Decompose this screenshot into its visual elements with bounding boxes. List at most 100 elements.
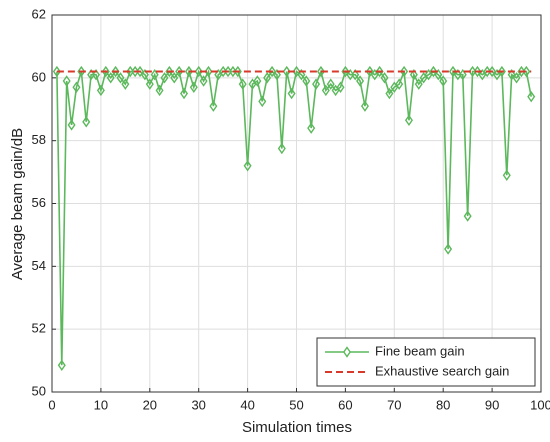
x-tick-label: 80 [436,397,450,412]
y-tick-label: 58 [32,132,46,147]
marker [297,68,306,81]
marker [282,65,291,78]
marker [116,72,125,84]
marker [522,65,531,78]
marker [429,65,438,78]
marker [96,84,105,97]
x-tick-label: 70 [387,397,401,412]
y-tick-label: 54 [32,258,46,273]
marker [434,68,443,81]
marker [184,65,193,78]
marker [57,359,66,372]
legend-label: Fine beam gain [375,343,465,358]
marker [175,65,184,78]
marker [92,68,101,81]
marker [527,90,536,103]
marker [365,65,374,78]
marker [321,84,330,97]
marker [439,75,448,87]
marker [263,72,272,84]
marker [72,81,81,93]
marker [287,87,296,100]
marker [101,65,110,78]
x-tick-label: 60 [338,397,352,412]
marker [194,65,203,78]
marker [189,81,198,93]
marker [307,122,316,134]
marker [404,114,413,126]
marker [360,100,369,112]
marker [444,243,453,255]
marker [272,68,281,81]
marker [258,95,267,108]
marker [160,72,169,84]
marker [140,68,149,81]
marker [52,65,61,78]
marker [512,72,521,84]
y-axis-label: Average beam gain/dB [9,128,26,280]
marker [302,75,311,87]
marker [488,65,497,78]
x-tick-label: 10 [94,397,108,412]
marker [409,68,418,81]
marker [356,75,365,87]
marker [316,65,325,78]
x-tick-label: 50 [289,397,303,412]
marker [268,65,277,78]
y-tick-label: 60 [32,69,46,84]
marker [400,65,409,78]
marker [375,65,384,78]
marker [106,72,115,84]
marker [155,84,164,97]
legend-box [316,337,536,387]
marker [414,78,423,90]
marker [463,210,472,222]
marker [209,100,218,112]
marker [77,65,86,78]
y-tick-label: 50 [32,383,46,398]
x-tick-label: 0 [48,397,55,412]
marker [277,142,286,155]
marker [150,68,159,81]
marker [292,65,301,78]
marker [380,72,389,84]
marker [238,78,247,90]
x-tick-label: 30 [191,397,205,412]
marker [121,78,130,90]
marker [136,65,145,78]
marker [507,68,516,81]
legend-label: Exhaustive search gain [375,363,509,378]
marker [458,68,467,81]
marker [473,65,482,78]
marker [145,78,154,90]
marker [170,72,179,84]
marker [385,87,394,100]
marker [67,119,76,131]
marker [62,75,71,87]
marker [111,65,120,78]
plot-frame [51,14,542,393]
marker [341,65,350,78]
legend-marker [342,346,352,358]
marker [243,160,252,172]
marker [82,116,91,128]
x-tick-label: 40 [240,397,254,412]
marker [395,78,404,90]
marker [336,81,345,93]
marker [502,169,511,181]
marker [253,75,262,87]
y-tick-label: 52 [32,321,46,336]
marker [180,87,189,100]
marker [351,68,360,81]
marker [448,65,457,78]
x-tick-label: 100 [530,397,550,412]
marker [312,78,321,90]
x-axis-label: Simulation times [242,419,352,436]
marker [497,65,506,78]
marker [233,65,242,78]
marker [165,65,174,78]
marker [326,78,335,90]
marker [204,65,213,78]
